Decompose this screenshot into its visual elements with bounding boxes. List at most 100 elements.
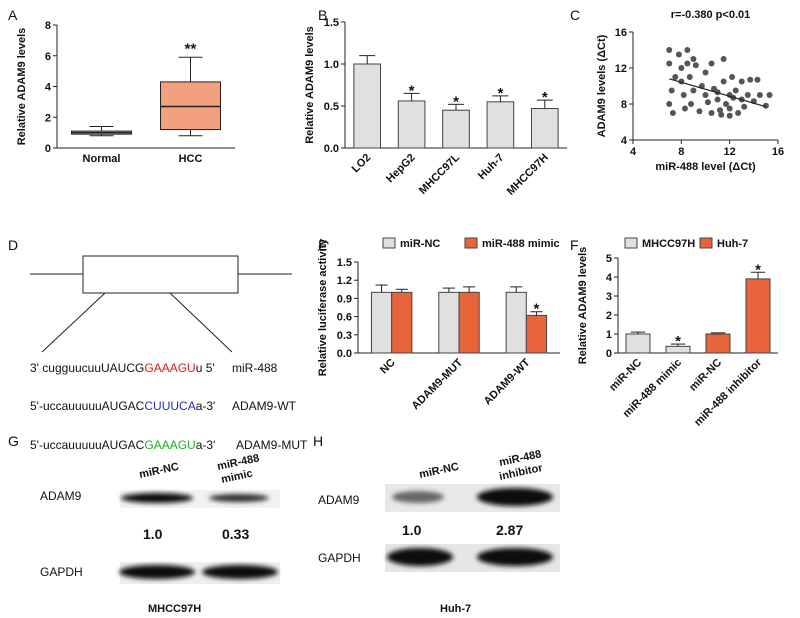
- point: [686, 74, 693, 80]
- ratio: 1.0: [402, 522, 422, 538]
- panel-label: B: [318, 7, 327, 23]
- panel-label: G: [8, 433, 19, 449]
- seq-part: u 5': [196, 361, 215, 375]
- bar: [505, 291, 527, 354]
- lane-label: miR-NC: [138, 461, 180, 481]
- x-tick-label: NC: [378, 357, 398, 377]
- box: [160, 81, 221, 131]
- y-tick-label: 3: [606, 291, 612, 303]
- x-tick-label: MHCC97H: [505, 152, 551, 198]
- x-tick-label: ADAM9-WT: [482, 356, 533, 407]
- band: [119, 565, 195, 579]
- panel-label: C: [570, 7, 580, 23]
- point: [744, 92, 751, 98]
- bar: [530, 108, 559, 149]
- annotation: *: [453, 93, 459, 110]
- point: [666, 47, 673, 53]
- point: [669, 110, 676, 116]
- point: [756, 92, 763, 98]
- bar: [391, 291, 413, 354]
- x-tick-label: MHCC97L: [417, 151, 462, 196]
- bar: [486, 101, 515, 149]
- panel-d: D 3' cugguucuuUAUCGGAAAGUu 5' miR-488 5'…: [8, 237, 308, 452]
- band: [121, 493, 193, 503]
- y-tick-label: 6: [45, 51, 51, 63]
- y-axis-label: Relative ADAM9 levels: [577, 247, 589, 365]
- annotation: *: [675, 333, 681, 350]
- ratio: 2.87: [496, 522, 523, 538]
- ratio: 1.0: [143, 526, 163, 542]
- trendline: [669, 78, 767, 108]
- legend-swatch: [699, 237, 713, 249]
- cell-line: Huh-7: [440, 603, 471, 615]
- legend-label: MHCC97H: [642, 238, 695, 250]
- annotation: *: [409, 82, 415, 99]
- y-tick-label: 4: [621, 135, 628, 147]
- point: [708, 110, 715, 116]
- point: [732, 87, 739, 94]
- y-tick-label: 4: [606, 272, 613, 284]
- point: [702, 69, 709, 76]
- band-label: GAPDH: [318, 551, 361, 565]
- point: [762, 102, 769, 109]
- seq-name: ADAM9-WT: [232, 399, 297, 413]
- bar: [705, 333, 731, 354]
- x-tick-label: 16: [772, 146, 784, 158]
- band-label: ADAM9: [318, 493, 360, 507]
- x-tick-label: 12: [724, 146, 736, 158]
- x-tick-label: miR-488 inhibitor: [692, 356, 765, 429]
- legend-swatch: [624, 237, 638, 249]
- x-tick-label: HCC: [179, 153, 203, 165]
- y-tick-label: 0.9: [337, 293, 352, 305]
- bar: [625, 333, 651, 354]
- seq-part: 5'-uccauuuuuAUGAC: [30, 438, 145, 452]
- point: [738, 78, 745, 85]
- x-tick-label: 4: [630, 146, 637, 158]
- y-tick-label: 0.5: [324, 101, 339, 113]
- point: [726, 112, 733, 119]
- seq-part: a-3': [196, 438, 216, 452]
- point: [684, 47, 691, 53]
- y-axis-label: ADAM9 levels (ΔCt): [596, 34, 608, 137]
- point: [666, 60, 673, 67]
- band: [209, 494, 269, 502]
- panel-label: E: [318, 237, 327, 253]
- y-axis-label: Relative ADAM9 levels: [304, 26, 316, 144]
- point: [678, 65, 685, 71]
- point: [708, 60, 715, 67]
- panel-label: F: [570, 237, 579, 253]
- y-tick-label: 8: [621, 99, 627, 111]
- panel-label: D: [8, 237, 18, 253]
- x-tick-label: ADAM9-MUT: [410, 356, 466, 412]
- y-tick-label: 1.5: [337, 257, 352, 269]
- band: [202, 565, 278, 579]
- y-tick-label: 5: [606, 253, 612, 265]
- seed: CUUUCA: [144, 399, 195, 413]
- point: [684, 60, 691, 67]
- y-tick-label: 2: [606, 310, 612, 322]
- y-tick-label: 0: [45, 143, 51, 155]
- annotation: *: [755, 261, 761, 278]
- point: [766, 92, 773, 98]
- bar: [397, 100, 426, 149]
- point: [702, 92, 709, 98]
- band: [477, 548, 553, 566]
- band-label: GAPDH: [40, 565, 83, 579]
- point: [717, 107, 723, 114]
- annotation: **: [185, 40, 197, 57]
- y-tick-label: 16: [615, 27, 627, 39]
- point: [675, 51, 682, 58]
- panel-h: H miR-NC miR-488 inhibitor ADAM9 1.0 2.8…: [313, 433, 560, 615]
- x-tick-label: Normal: [83, 153, 121, 165]
- x-tick-label: HepG2: [384, 152, 418, 186]
- x-tick-label: 8: [678, 146, 684, 158]
- y-tick-label: 0: [606, 348, 612, 360]
- bar: [745, 278, 771, 354]
- x-tick-label: Huh-7: [476, 152, 507, 183]
- y-tick-label: 1.0: [324, 59, 339, 71]
- point: [747, 76, 754, 83]
- point: [681, 105, 688, 112]
- y-tick-label: 1.2: [337, 275, 352, 287]
- y-tick-label: 0.0: [324, 143, 339, 155]
